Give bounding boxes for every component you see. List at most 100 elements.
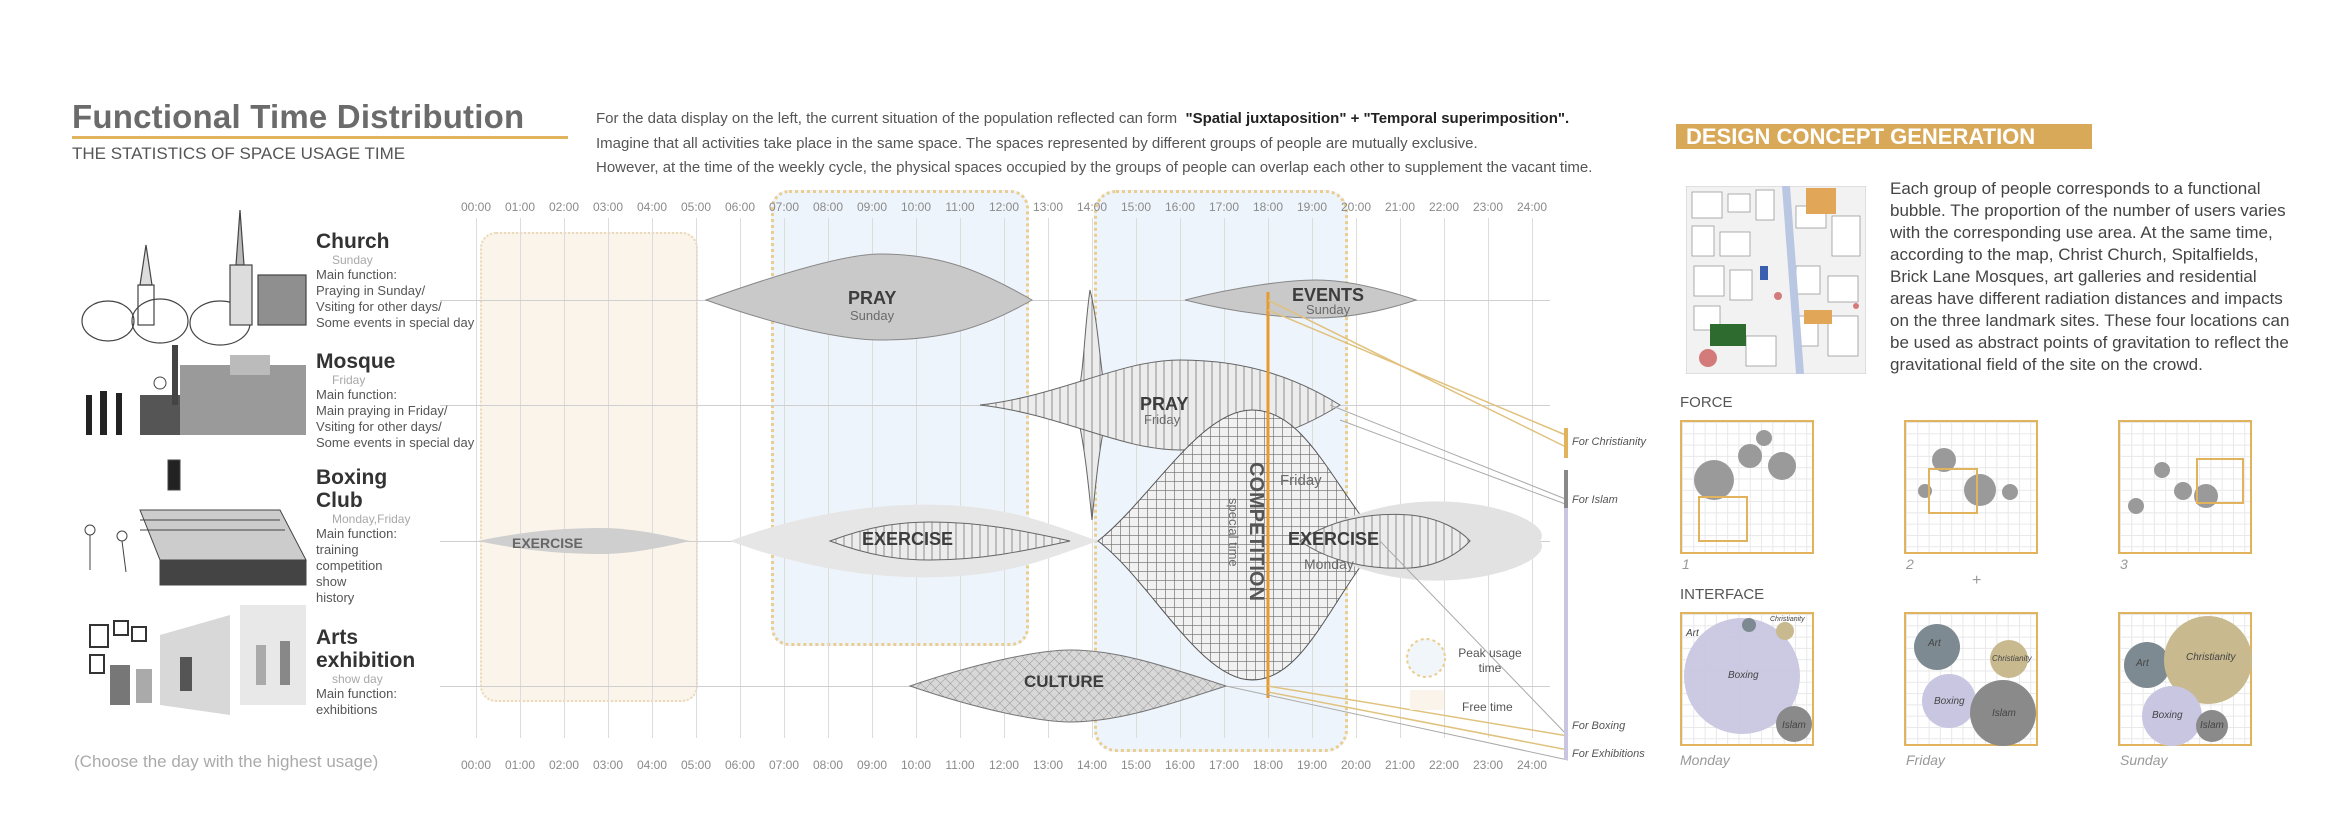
grid-vline — [784, 218, 785, 738]
hour-tick-label: 23:00 — [1472, 200, 1504, 214]
arts-desc-2: exhibitions — [316, 702, 378, 717]
grid-vline — [1488, 218, 1489, 738]
church-day: Sunday — [332, 253, 373, 267]
force-1-frame — [1698, 496, 1748, 542]
hour-tick-label: 04:00 — [636, 758, 668, 772]
hour-tick-label: 19:00 — [1296, 200, 1328, 214]
hour-tick-label: 15:00 — [1120, 758, 1152, 772]
monday-art-label: Art — [1686, 628, 1699, 639]
force-caption-1: 1 — [1682, 556, 1690, 572]
category-church: Church Sunday Main function: Praying in … — [316, 230, 486, 331]
church-desc-4: Some events in special day — [316, 315, 475, 330]
force-3-bubble-c — [2194, 484, 2218, 508]
peak-region-night — [480, 232, 698, 702]
hour-tick-label: 10:00 — [900, 200, 932, 214]
hour-tick-label: 24:00 — [1516, 758, 1548, 772]
hour-tick-label: 00:00 — [460, 758, 492, 772]
monday-christianity-label: Christianity — [1770, 616, 1805, 623]
grid-vline — [1444, 218, 1445, 738]
grid-vline — [1532, 218, 1533, 738]
force-1-bubble-a — [1694, 460, 1734, 500]
force-1-bubble-d — [1756, 430, 1772, 446]
hour-tick-label: 18:00 — [1252, 200, 1284, 214]
force-2-frame — [1928, 468, 1978, 514]
legend-free-label: Free time — [1462, 700, 1513, 714]
mosque-desc-4: Some events in special day — [316, 435, 475, 450]
hour-tick-label: 13:00 — [1032, 758, 1064, 772]
church-title: Church — [316, 230, 390, 253]
connector-brackets — [1564, 428, 1568, 760]
friday-islam-bubble — [1970, 680, 2036, 746]
hour-tick-label: 05:00 — [680, 200, 712, 214]
category-boxing: Boxing Club Monday,Friday Main function:… — [316, 466, 486, 606]
hour-tick-label: 03:00 — [592, 758, 624, 772]
hour-tick-label: 11:00 — [945, 758, 975, 772]
force-label: FORCE — [1680, 394, 1733, 411]
force-diagram-2 — [1904, 420, 2038, 554]
hour-tick-label: 01:00 — [504, 758, 536, 772]
sunday-boxing-bubble — [2142, 686, 2202, 746]
church-illustration — [81, 209, 307, 346]
grid-vline — [1136, 218, 1137, 738]
concept-description: Each group of people corresponds to a fu… — [1890, 179, 2290, 374]
force-diagram-1 — [1680, 420, 1814, 554]
page-title: Functional Time Distribution — [72, 98, 525, 135]
grid-vline — [872, 218, 873, 738]
force-3-bubble-d — [2128, 498, 2144, 514]
sunday-boxing-label: Boxing — [2152, 710, 2183, 721]
mosque-desc-1: Main function: — [316, 387, 397, 402]
interface-caption-sunday: Sunday — [2120, 752, 2168, 768]
hour-tick-label: 09:00 — [856, 200, 888, 214]
friday-art-bubble — [1914, 624, 1960, 670]
interface-caption-monday: Monday — [1680, 752, 1730, 768]
sunday-art-label: Art — [2136, 658, 2149, 669]
page-subtitle: THE STATISTICS OF SPACE USAGE TIME — [72, 144, 406, 163]
label-pray-sunday-sub: Sunday — [850, 308, 895, 323]
hour-tick-label: 07:00 — [768, 758, 800, 772]
grid-vline — [1356, 218, 1357, 738]
interface-diagram-sunday: Art Christianity Boxing Islam — [2118, 612, 2252, 746]
hour-tick-label: 12:00 — [988, 758, 1020, 772]
grid-vline — [916, 218, 917, 738]
monday-islam-bubble — [1776, 706, 1812, 742]
label-exercise-left: EXERCISE — [512, 535, 583, 551]
mosque-title: Mosque — [316, 350, 396, 373]
interface-diagram-monday: Art Christianity Boxing Islam — [1680, 612, 1814, 746]
hour-tick-label: 00:00 — [460, 200, 492, 214]
intro-line-3: However, at the time of the weekly cycle… — [596, 159, 1593, 176]
arts-day: show day — [332, 672, 383, 686]
grid-vline — [1004, 218, 1005, 738]
church-desc-3: Vsiting for other days/ — [316, 299, 442, 314]
hour-tick-label: 13:00 — [1032, 200, 1064, 214]
mosque-day: Friday — [332, 373, 366, 387]
sunday-christianity-label: Christianity — [2186, 652, 2236, 663]
arts-desc-1: Main function: — [316, 686, 397, 701]
grid-vline — [1400, 218, 1401, 738]
hour-tick-label: 15:00 — [1120, 200, 1152, 214]
interface-diagram-friday: Art Christianity Boxing Islam — [1904, 612, 2038, 746]
force-3-bubble-a — [2154, 462, 2170, 478]
category-illustrations — [81, 209, 307, 715]
hour-tick-label: 24:00 — [1516, 200, 1548, 214]
boxing-exercise-right-inner-shape — [1299, 513, 1471, 569]
mosque-illustration — [86, 345, 306, 435]
hour-tick-label: 02:00 — [548, 200, 580, 214]
church-desc-1: Main function: — [316, 267, 397, 282]
connector-label-islam: For Islam — [1572, 494, 1618, 506]
hour-tick-label: 19:00 — [1296, 758, 1328, 772]
boxing-illustration — [84, 459, 307, 586]
friday-boxing-label: Boxing — [1934, 696, 1965, 707]
hour-tick-label: 20:00 — [1340, 758, 1372, 772]
connector-label-exhibitions: For Exhibitions — [1572, 748, 1645, 760]
connector-lines — [1267, 299, 1569, 751]
boxing-title-2: Club — [316, 489, 363, 512]
grid-vline — [828, 218, 829, 738]
monday-christianity-bubble — [1776, 622, 1794, 640]
plus-sign: + — [1972, 572, 1982, 589]
label-events-sub: Sunday — [1306, 302, 1351, 317]
label-pray-friday-sub: Friday — [1144, 412, 1181, 427]
monday-boxing-label: Boxing — [1728, 670, 1759, 681]
force-caption-2: 2 — [1906, 556, 1914, 572]
arts-title-1: Arts — [316, 626, 359, 649]
label-pray-sunday: PRAY — [848, 288, 897, 308]
